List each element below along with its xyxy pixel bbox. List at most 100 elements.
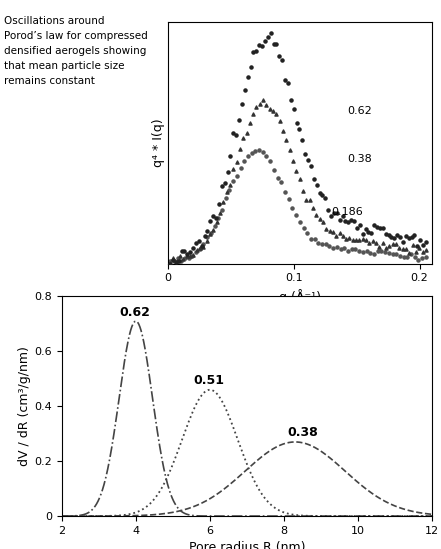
Point	[233, 158, 240, 167]
Point	[217, 209, 224, 217]
Point	[200, 240, 207, 249]
Point	[207, 228, 214, 237]
Point	[285, 194, 292, 203]
Point	[310, 204, 317, 212]
Point	[172, 257, 179, 266]
Point	[170, 257, 177, 266]
Point	[403, 244, 410, 253]
Point	[399, 244, 406, 253]
Point	[365, 227, 372, 236]
Point	[220, 197, 227, 206]
Point	[346, 233, 353, 242]
Point	[376, 224, 383, 233]
Point	[204, 233, 211, 242]
Point	[356, 236, 363, 244]
Point	[353, 236, 360, 244]
Point	[230, 165, 237, 173]
Point	[306, 196, 313, 205]
Point	[343, 234, 350, 243]
Point	[322, 239, 329, 248]
Point	[226, 186, 233, 194]
Point	[206, 230, 213, 239]
Point	[330, 209, 337, 217]
Point	[381, 247, 389, 256]
Point	[336, 228, 343, 237]
Point	[283, 136, 290, 144]
Point	[293, 118, 300, 127]
Point	[263, 152, 270, 160]
Text: 0.38: 0.38	[288, 427, 318, 439]
Point	[299, 135, 306, 144]
Text: 0.51: 0.51	[193, 374, 224, 387]
Text: 0.62: 0.62	[119, 306, 150, 318]
Point	[192, 239, 199, 248]
Point	[296, 175, 303, 184]
Point	[211, 221, 218, 230]
Point	[385, 249, 392, 257]
Point	[255, 145, 262, 154]
Point	[267, 29, 274, 38]
Point	[203, 237, 210, 245]
Point	[279, 55, 286, 64]
Point	[300, 224, 307, 233]
Point	[198, 242, 205, 250]
Text: Oscillations around
Porod’s law for compressed
densified aerogels showing
that m: Oscillations around Porod’s law for comp…	[4, 16, 148, 86]
Point	[333, 232, 340, 240]
Point	[284, 79, 292, 87]
Point	[193, 248, 200, 256]
Y-axis label: q⁴ * I(q): q⁴ * I(q)	[152, 119, 165, 167]
Point	[405, 234, 412, 243]
Point	[226, 180, 233, 189]
Point	[235, 116, 243, 125]
Point	[253, 47, 260, 55]
Point	[323, 225, 330, 233]
Point	[256, 41, 263, 49]
Point	[270, 165, 277, 174]
Point	[409, 241, 416, 250]
Point	[422, 253, 430, 261]
Point	[173, 257, 180, 266]
Point	[341, 243, 348, 252]
Text: 0.186: 0.186	[332, 207, 363, 217]
Point	[236, 145, 243, 154]
Y-axis label: dV / dR (cm³/g/nm): dV / dR (cm³/g/nm)	[19, 346, 31, 466]
Point	[230, 128, 237, 137]
Point	[296, 124, 303, 133]
Point	[328, 212, 335, 221]
Point	[210, 226, 217, 234]
Point	[396, 232, 404, 241]
Point	[326, 242, 333, 250]
Point	[416, 244, 423, 253]
Point	[313, 210, 320, 219]
Point	[333, 209, 340, 217]
Point	[406, 248, 413, 257]
Point	[419, 240, 426, 249]
Point	[233, 131, 240, 139]
Point	[319, 190, 326, 199]
Point	[329, 227, 336, 236]
Point	[412, 248, 419, 256]
Point	[267, 156, 274, 165]
Point	[290, 105, 297, 114]
Point	[183, 251, 190, 260]
Point	[197, 243, 204, 252]
Point	[402, 231, 409, 240]
Point	[349, 236, 356, 244]
Point	[414, 242, 421, 250]
Point	[415, 255, 422, 264]
Point	[344, 247, 351, 255]
Point	[250, 110, 257, 119]
Point	[233, 171, 240, 180]
Point	[247, 63, 254, 72]
X-axis label: Pore radius R (nm): Pore radius R (nm)	[189, 541, 305, 549]
Point	[190, 251, 197, 260]
Point	[286, 145, 293, 154]
Point	[307, 235, 314, 244]
Point	[333, 243, 340, 251]
Point	[224, 168, 231, 177]
Point	[287, 95, 294, 104]
Point	[209, 211, 217, 220]
Point	[222, 194, 229, 203]
Point	[276, 116, 283, 125]
Point	[339, 231, 346, 240]
